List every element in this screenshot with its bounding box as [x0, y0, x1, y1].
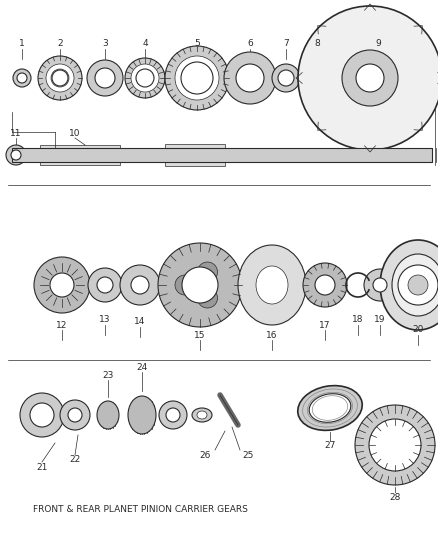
Text: 9: 9	[375, 39, 381, 49]
Text: 12: 12	[57, 320, 68, 329]
Text: 25: 25	[242, 450, 254, 459]
Text: 19: 19	[374, 316, 386, 325]
Bar	[165, 144, 225, 166]
Circle shape	[51, 69, 69, 87]
Text: 13: 13	[99, 316, 111, 325]
Circle shape	[131, 64, 159, 92]
Circle shape	[166, 408, 180, 422]
Ellipse shape	[380, 240, 438, 330]
Ellipse shape	[392, 254, 438, 316]
Circle shape	[158, 243, 242, 327]
Circle shape	[60, 400, 90, 430]
Circle shape	[131, 276, 149, 294]
Text: 3: 3	[102, 39, 108, 49]
Circle shape	[95, 68, 115, 88]
Ellipse shape	[298, 385, 362, 430]
Circle shape	[342, 50, 398, 106]
Circle shape	[13, 69, 31, 87]
Ellipse shape	[97, 401, 119, 429]
Text: 27: 27	[324, 441, 336, 450]
Circle shape	[356, 64, 384, 92]
Text: 20: 20	[412, 326, 424, 335]
Circle shape	[315, 275, 335, 295]
Circle shape	[408, 275, 428, 295]
Circle shape	[11, 150, 21, 160]
Circle shape	[272, 64, 300, 92]
Circle shape	[224, 52, 276, 104]
Text: 28: 28	[389, 492, 401, 502]
Circle shape	[159, 401, 187, 429]
Circle shape	[175, 56, 219, 100]
Circle shape	[46, 64, 74, 92]
Circle shape	[38, 56, 82, 100]
Circle shape	[52, 70, 68, 86]
Circle shape	[373, 278, 387, 292]
Text: 18: 18	[352, 316, 364, 325]
Circle shape	[88, 268, 122, 302]
Circle shape	[6, 145, 26, 165]
Text: 8: 8	[314, 39, 320, 49]
Text: 24: 24	[136, 362, 148, 372]
Text: 1: 1	[19, 39, 25, 49]
Circle shape	[50, 273, 74, 297]
Circle shape	[120, 265, 160, 305]
Ellipse shape	[256, 266, 288, 304]
Text: 2: 2	[57, 39, 63, 49]
Circle shape	[165, 46, 229, 110]
Circle shape	[369, 419, 421, 471]
Text: 26: 26	[199, 450, 211, 459]
Text: 7: 7	[283, 39, 289, 49]
Text: 11: 11	[10, 128, 22, 138]
Circle shape	[181, 62, 213, 94]
Circle shape	[303, 263, 347, 307]
Circle shape	[34, 257, 90, 313]
Text: 22: 22	[69, 456, 81, 464]
Circle shape	[68, 408, 82, 422]
Bar	[40, 145, 120, 165]
Circle shape	[20, 393, 64, 437]
Circle shape	[236, 64, 264, 92]
Circle shape	[87, 60, 123, 96]
Text: 23: 23	[102, 370, 114, 379]
Ellipse shape	[197, 411, 207, 419]
Ellipse shape	[238, 245, 306, 325]
Circle shape	[17, 73, 27, 83]
Text: 5: 5	[194, 39, 200, 49]
Text: 21: 21	[36, 463, 48, 472]
Circle shape	[182, 267, 218, 303]
Circle shape	[198, 262, 218, 282]
Text: 16: 16	[266, 330, 278, 340]
Circle shape	[125, 58, 165, 98]
Circle shape	[97, 277, 113, 293]
Circle shape	[30, 403, 54, 427]
Circle shape	[398, 265, 438, 305]
Circle shape	[278, 70, 294, 86]
Bar	[12, 148, 432, 162]
Text: 15: 15	[194, 330, 206, 340]
Text: FRONT & REAR PLANET PINION CARRIER GEARS: FRONT & REAR PLANET PINION CARRIER GEARS	[32, 505, 247, 514]
Circle shape	[175, 275, 195, 295]
Text: 10: 10	[69, 128, 81, 138]
Ellipse shape	[128, 396, 156, 434]
Circle shape	[355, 405, 435, 485]
Ellipse shape	[309, 394, 351, 422]
Circle shape	[198, 288, 218, 308]
Ellipse shape	[192, 408, 212, 422]
Text: 17: 17	[319, 320, 331, 329]
Text: 6: 6	[247, 39, 253, 49]
Circle shape	[136, 69, 154, 87]
Text: 14: 14	[134, 318, 146, 327]
Ellipse shape	[299, 56, 335, 100]
Circle shape	[298, 6, 438, 150]
Text: 4: 4	[142, 39, 148, 49]
Circle shape	[364, 269, 396, 301]
